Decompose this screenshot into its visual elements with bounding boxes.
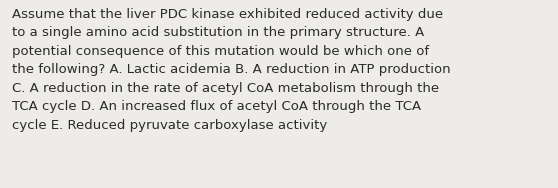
- Text: Assume that the liver PDC kinase exhibited reduced activity due
to a single amin: Assume that the liver PDC kinase exhibit…: [12, 8, 451, 132]
